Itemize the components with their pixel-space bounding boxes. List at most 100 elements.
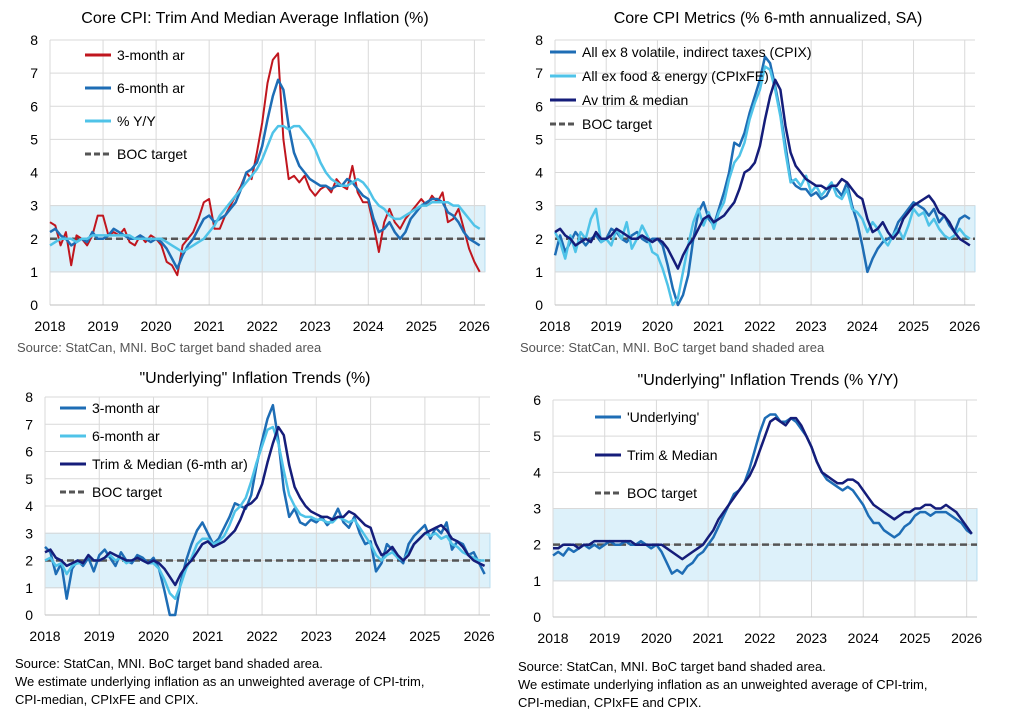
x-tick-label: 2025	[899, 630, 930, 646]
series-line	[552, 413, 973, 575]
series-line	[49, 52, 481, 277]
footnote-line: CPI-median, CPIxFE and CPIX.	[15, 692, 199, 707]
x-tick-label: 2024	[847, 318, 878, 334]
y-tick-label: 7	[25, 416, 33, 432]
y-tick-label: 5	[30, 131, 38, 147]
y-tick-label: 5	[533, 428, 541, 444]
footnote-line: We estimate underlying inflation as an u…	[518, 677, 928, 692]
x-tick-label: 2020	[141, 318, 172, 334]
y-tick-label: 4	[30, 165, 38, 181]
y-tick-label: 5	[535, 131, 543, 147]
chart-title: Core CPI Metrics (% 6-mth annualized, SA…	[613, 10, 923, 27]
y-tick-label: 3	[533, 501, 541, 517]
x-tick-label: 2026	[949, 318, 980, 334]
y-tick-label: 3	[535, 198, 543, 214]
x-tick-label: 2020	[642, 318, 673, 334]
chart-plot: 0 1 2 3 4 5 6 2018 2019 2020 2021 2022 2023 2024 2025 2…	[533, 392, 982, 646]
chart-source: Source: StatCan, MNI. BoC target band sh…	[520, 340, 825, 355]
series-line	[553, 55, 971, 307]
y-tick-label: 8	[535, 32, 543, 48]
y-tick-label: 7	[30, 65, 38, 81]
y-tick-label: 6	[535, 98, 543, 114]
x-tick-label: 2019	[84, 628, 115, 644]
x-tick-label: 2022	[247, 318, 278, 334]
y-tick-label: 4	[535, 165, 543, 181]
chart-title: "Underlying" Inflation Trends (%)	[139, 370, 371, 387]
y-tick-label: 6	[30, 98, 38, 114]
x-tick-label: 2023	[301, 628, 332, 644]
x-tick-label: 2024	[353, 318, 384, 334]
y-tick-label: 3	[25, 525, 33, 541]
y-tick-label: 5	[25, 471, 33, 487]
y-tick-label: 1	[25, 580, 33, 596]
series-line	[554, 78, 971, 270]
x-tick-label: 2023	[796, 630, 827, 646]
x-tick-label: 2021	[192, 628, 223, 644]
chart-plot: 0 1 2 3 4 5 6 7 8 2018 2019 2020 2021 2022 2023 2024 202…	[535, 32, 980, 334]
x-tick-label: 2022	[246, 628, 277, 644]
y-tick-label: 0	[25, 607, 33, 623]
series-line	[44, 425, 486, 587]
legend-label: 'Underlying'	[627, 409, 699, 425]
footnote-line: Source: StatCan, MNI. BoC target band sh…	[15, 656, 323, 671]
x-tick-label: 2021	[693, 630, 724, 646]
x-tick-label: 2020	[641, 630, 672, 646]
y-tick-label: 3	[30, 198, 38, 214]
series-line	[553, 416, 973, 561]
legend-label: 3-month ar	[117, 47, 185, 63]
y-tick-label: 1	[535, 264, 543, 280]
series-line	[49, 124, 481, 254]
x-tick-label: 2018	[539, 318, 570, 334]
legend-label: 3-month ar	[92, 400, 160, 416]
legend-label: 6-month ar	[92, 428, 160, 444]
x-tick-label: 2018	[537, 630, 568, 646]
chart-plot: 0 1 2 3 4 5 6 7 8 2018 2019 2020 2021 2022 2023 2024 202…	[30, 32, 490, 334]
x-tick-label: 2023	[796, 318, 827, 334]
footnote-line: CPI-median, CPIxFE and CPIX.	[518, 695, 702, 710]
chart-title: "Underlying" Inflation Trends (% Y/Y)	[637, 372, 899, 389]
series-line	[553, 65, 971, 307]
y-tick-label: 2	[25, 553, 33, 569]
chart-panel-underlying-trends: "Underlying" Inflation Trends (%) 0 1 2 3 4 5…	[0, 360, 505, 727]
x-tick-label: 2026	[459, 318, 490, 334]
x-tick-label: 2018	[29, 628, 60, 644]
footnote-line: We estimate underlying inflation as an u…	[15, 674, 425, 689]
x-tick-label: 2020	[138, 628, 169, 644]
legend-label: 6-month ar	[117, 80, 185, 96]
y-tick-label: 2	[535, 231, 543, 247]
x-tick-label: 2019	[591, 318, 622, 334]
y-tick-label: 6	[25, 444, 33, 460]
chart-panel-core-cpi-metrics: Core CPI Metrics (% 6-mth annualized, SA…	[505, 0, 1011, 360]
x-tick-label: 2021	[693, 318, 724, 334]
y-tick-label: 0	[533, 609, 541, 625]
series-line	[49, 78, 481, 270]
y-tick-label: 4	[533, 464, 541, 480]
x-tick-label: 2025	[406, 318, 437, 334]
x-tick-label: 2023	[300, 318, 331, 334]
x-tick-label: 2025	[409, 628, 440, 644]
y-tick-label: 2	[30, 231, 38, 247]
footnote-line: Source: StatCan, MNI. BoC target band sh…	[518, 659, 826, 674]
y-tick-label: 2	[533, 537, 541, 553]
legend-label: % Y/Y	[117, 113, 156, 129]
chart-footnote: Source: StatCan, MNI. BoC target band sh…	[15, 655, 424, 709]
x-tick-label: 2022	[744, 318, 775, 334]
legend-label: Trim & Median (6-mth ar)	[92, 456, 248, 472]
legend-label: All ex 8 volatile, indirect taxes (CPIX)	[582, 44, 812, 60]
chart-plot: 0 1 2 3 4 5 6 7 8 2018 2019 2020 2021 2022 2023 2024 202…	[25, 389, 495, 644]
chart-footnote: Source: StatCan, MNI. BoC target band sh…	[518, 658, 927, 712]
chart-source: Source: StatCan, MNI. BoC target band sh…	[17, 340, 322, 355]
y-tick-label: 1	[30, 264, 38, 280]
y-tick-label: 0	[535, 297, 543, 313]
legend-label: BOC target	[92, 484, 162, 500]
y-tick-label: 7	[535, 65, 543, 81]
legend-label: BOC target	[582, 116, 652, 132]
legend-label: BOC target	[627, 485, 697, 501]
x-tick-label: 2019	[87, 318, 118, 334]
legend-label: Av trim & median	[582, 92, 688, 108]
legend-label: All ex food & energy (CPIxFE)	[582, 68, 769, 84]
x-tick-label: 2025	[898, 318, 929, 334]
x-tick-label: 2019	[589, 630, 620, 646]
chart-title: Core CPI: Trim And Median Average Inflat…	[81, 10, 429, 27]
x-tick-label: 2026	[464, 628, 495, 644]
